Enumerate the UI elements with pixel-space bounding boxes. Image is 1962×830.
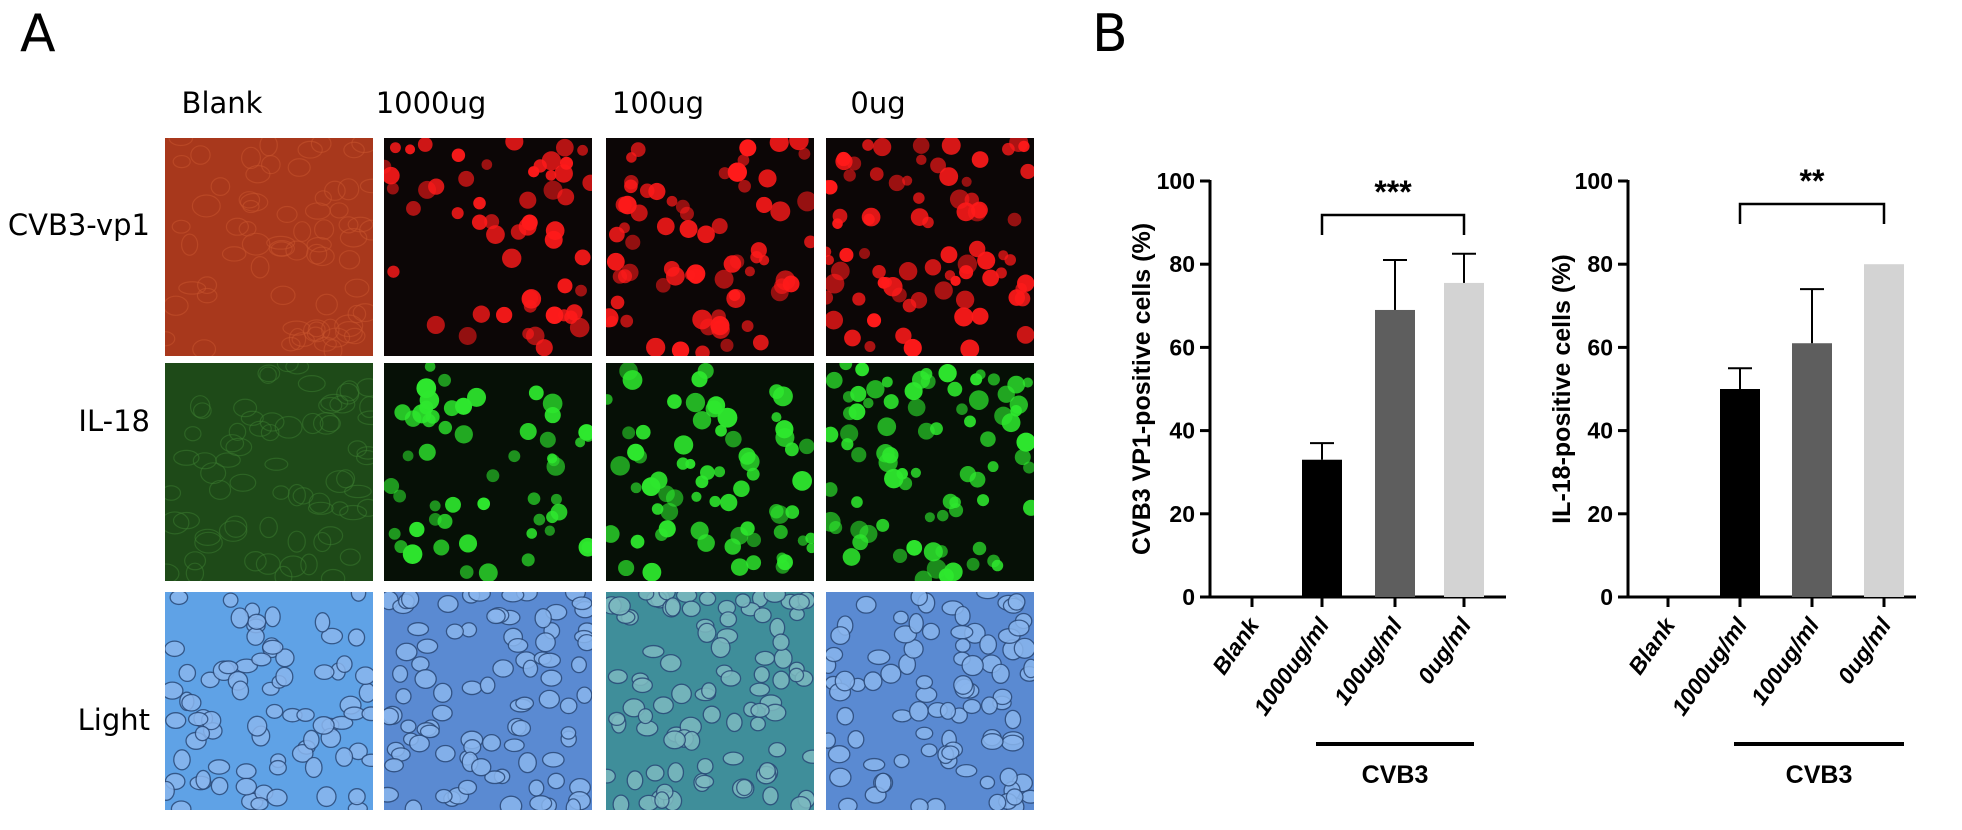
bar-2 — [1792, 343, 1832, 597]
category-label: 100ug/ml — [1746, 612, 1825, 709]
y-tick-label: 0 — [1600, 584, 1613, 610]
category-label: 0ug/ml — [1832, 612, 1896, 688]
chart-il18-positive-cells: IL-18-positive cells (%) 0 20 40 60 80 100 Blan… — [1548, 163, 1916, 789]
panel-a-letter: A — [20, 4, 56, 64]
category-label: Blank — [1623, 612, 1681, 679]
y-tick-label: 40 — [1169, 418, 1195, 444]
bar-1 — [1302, 459, 1342, 597]
y-tick-label: 60 — [1587, 334, 1613, 360]
micrograph-light-1 — [384, 592, 592, 810]
micrograph-red-1 — [384, 138, 592, 356]
category-label: Blank — [1207, 612, 1265, 679]
category-label: 0ug/ml — [1412, 612, 1476, 688]
micrograph-light-0 — [165, 592, 373, 810]
micrograph-green-0 — [165, 363, 373, 581]
y-tick-label: 80 — [1587, 251, 1613, 277]
row-label-light: Light — [77, 703, 150, 737]
significance-bracket — [1738, 202, 1886, 224]
significance-bracket — [1320, 213, 1466, 235]
micrograph-red-3 — [826, 138, 1034, 356]
column-label-0ug: 0ug — [850, 86, 906, 120]
row-label-il-18: IL-18 — [78, 404, 150, 438]
y-tick-label: 100 — [1157, 168, 1195, 194]
y-tick-label: 40 — [1587, 418, 1613, 444]
significance-stars: ** — [1800, 163, 1825, 199]
group-label: CVB3 — [1362, 761, 1429, 789]
category-label: 100ug/ml — [1329, 612, 1408, 709]
panel-b-letter: B — [1092, 4, 1128, 64]
bar-3 — [1864, 264, 1904, 597]
y-axis-title: IL-18-positive cells (%) — [1548, 254, 1576, 524]
bar-1 — [1720, 389, 1760, 597]
row-label-cvb3-vp1: CVB3-vp1 — [7, 208, 150, 242]
significance-stars: *** — [1374, 174, 1412, 210]
group-label: CVB3 — [1786, 761, 1853, 789]
micrograph-red-2 — [606, 138, 814, 356]
y-tick-label: 100 — [1575, 168, 1613, 194]
micrograph-green-3 — [826, 363, 1034, 581]
micrograph-light-3 — [826, 592, 1034, 810]
column-label-1000ug: 1000ug — [375, 86, 487, 120]
y-tick-label: 60 — [1169, 334, 1195, 360]
micrograph-green-2 — [606, 363, 814, 581]
y-tick-label: 20 — [1587, 501, 1613, 527]
y-tick-label: 20 — [1169, 501, 1195, 527]
column-label-100ug: 100ug — [611, 86, 705, 120]
micrograph-light-2 — [606, 592, 814, 810]
chart-vp1-positive-cells: CVB3 VP1-positive cells (%) 0 20 40 60 80 100 B… — [1128, 168, 1506, 789]
bar-3 — [1444, 282, 1484, 597]
y-tick-label: 80 — [1169, 251, 1195, 277]
micrograph-green-1 — [384, 363, 592, 581]
y-axis-title: CVB3 VP1-positive cells (%) — [1128, 223, 1156, 555]
y-tick-label: 0 — [1182, 584, 1195, 610]
bar-2 — [1375, 309, 1415, 597]
micrograph-red-0 — [165, 138, 373, 356]
column-label-blank: Blank — [181, 86, 263, 120]
